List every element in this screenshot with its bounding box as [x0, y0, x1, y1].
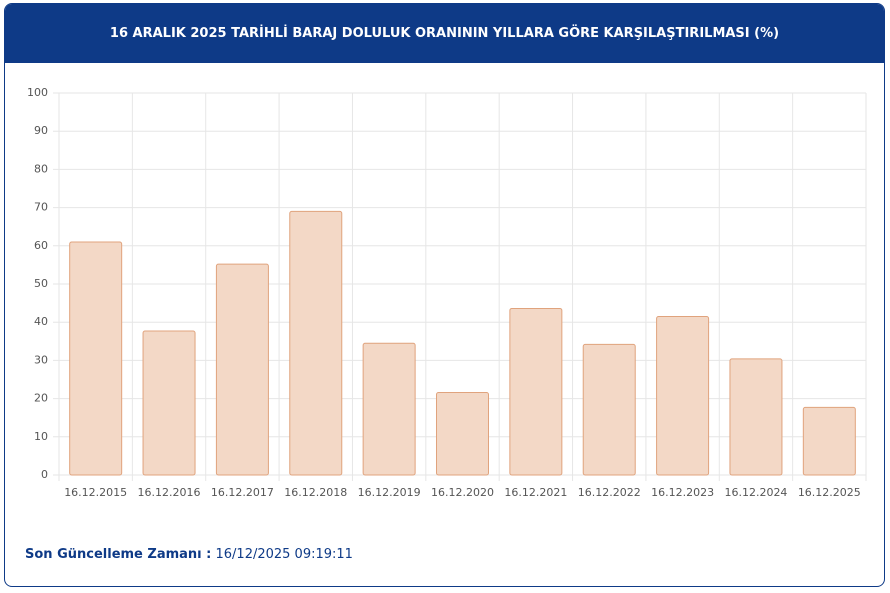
bar — [142, 330, 196, 476]
bar — [436, 391, 489, 476]
y-tick-label: 40 — [34, 315, 48, 328]
card: 16 ARALIK 2025 TARİHLİ BARAJ DOLULUK ORA… — [4, 3, 885, 587]
update-label: Son Güncelleme Zamanı : — [25, 547, 212, 562]
y-tick-label: 60 — [34, 239, 48, 252]
bar — [289, 210, 343, 476]
update-time: 16/12/2025 09:19:11 — [215, 547, 353, 562]
bar — [656, 315, 710, 476]
last-update: Son Güncelleme Zamanı : 16/12/2025 09:19… — [25, 547, 353, 562]
x-tick-label: 16.12.2021 — [504, 486, 567, 499]
x-tick-label: 16.12.2022 — [578, 486, 641, 499]
y-tick-label: 50 — [34, 277, 48, 290]
bar — [215, 263, 269, 476]
chart-title: 16 ARALIK 2025 TARİHLİ BARAJ DOLULUK ORA… — [5, 4, 884, 63]
x-tick-label: 16.12.2019 — [358, 486, 421, 499]
bar — [362, 342, 416, 476]
x-tick-label: 16.12.2025 — [798, 486, 861, 499]
bar — [802, 406, 856, 476]
x-tick-label: 16.12.2020 — [431, 486, 494, 499]
y-tick-label: 70 — [34, 201, 48, 214]
x-tick-label: 16.12.2023 — [651, 486, 714, 499]
y-tick-label: 20 — [34, 392, 48, 405]
x-tick-label: 16.12.2016 — [138, 486, 201, 499]
y-tick-label: 90 — [34, 124, 48, 137]
x-tick-label: 16.12.2018 — [284, 486, 347, 499]
x-tick-label: 16.12.2024 — [724, 486, 787, 499]
y-tick-label: 80 — [34, 162, 48, 175]
x-tick-label: 16.12.2015 — [64, 486, 127, 499]
bar — [582, 343, 636, 476]
bar — [69, 241, 123, 476]
bar — [729, 358, 783, 476]
y-tick-label: 100 — [27, 86, 48, 99]
y-tick-label: 0 — [41, 468, 48, 481]
y-tick-label: 10 — [34, 430, 48, 443]
y-tick-label: 30 — [34, 353, 48, 366]
x-tick-label: 16.12.2017 — [211, 486, 274, 499]
bar — [509, 307, 563, 476]
